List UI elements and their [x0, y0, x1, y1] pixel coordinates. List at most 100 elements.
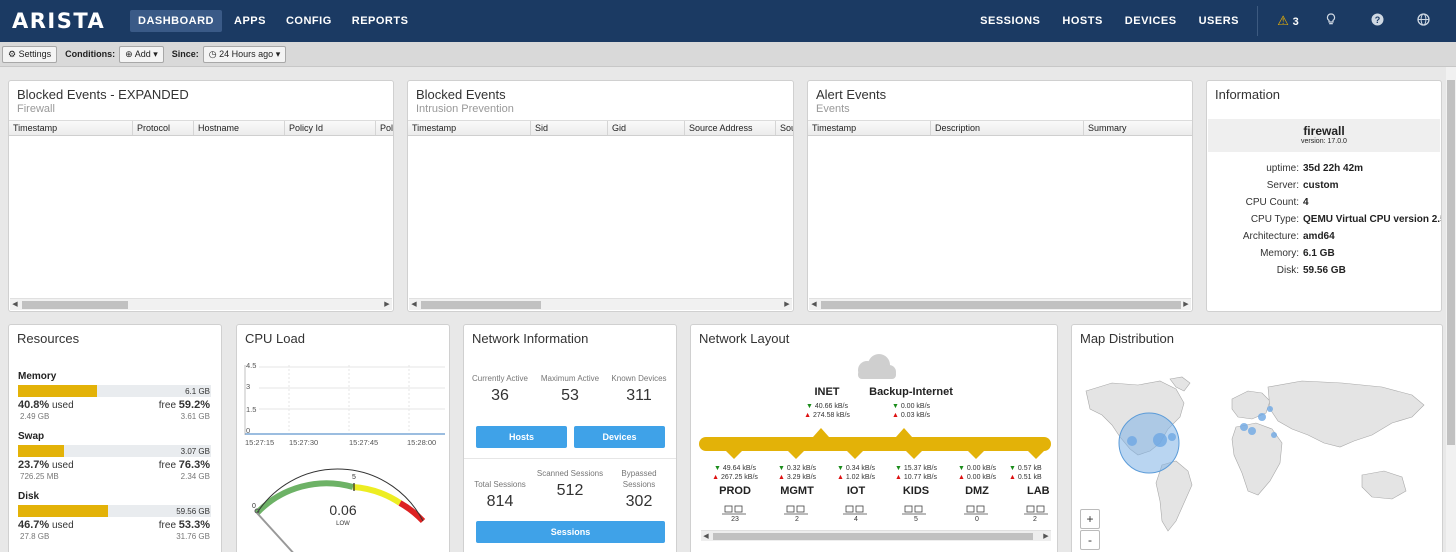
- info-value: 4: [1303, 197, 1309, 208]
- alert-count: 3: [1292, 16, 1299, 28]
- asia-shape: [1267, 380, 1425, 448]
- info-key: CPU Count:: [1245, 197, 1299, 208]
- horizontal-scrollbar[interactable]: ◀ ▶: [701, 530, 1051, 541]
- network-information-widget: Network Information Currently Active 36 …: [463, 324, 677, 552]
- column-header[interactable]: Pol: [376, 121, 393, 135]
- column-header[interactable]: Timestamp: [9, 121, 133, 135]
- location-marker[interactable]: [1267, 406, 1273, 412]
- caret-down-icon: ▾: [153, 48, 158, 59]
- nav-config[interactable]: CONFIG: [285, 15, 332, 27]
- wan-interface-inet[interactable]: INET ▼ 40.66 kB/s ▲ 274.58 kB/s: [801, 386, 853, 420]
- device-count: 5: [914, 516, 918, 523]
- scroll-right-icon[interactable]: ▶: [1043, 533, 1049, 540]
- widget-title: Network Layout: [699, 331, 790, 346]
- globe-icon[interactable]: [1400, 13, 1446, 29]
- lan-interface-dmz[interactable]: ▼ 0.00 kB/s ▲ 0.00 kB/s DMZ 0: [947, 464, 1007, 524]
- scroll-left-icon[interactable]: ◀: [411, 301, 417, 308]
- nav-hosts[interactable]: HOSTS: [1062, 15, 1103, 27]
- device-count: 2: [795, 516, 799, 523]
- swap-free: free 76.3%: [159, 459, 210, 471]
- rate-down-value: 40.66 kB/s: [814, 403, 848, 410]
- x-tick: 15:27:30: [289, 438, 318, 447]
- location-marker[interactable]: [1153, 433, 1167, 447]
- scroll-left-icon[interactable]: ◀: [12, 301, 18, 308]
- rate-up: ▲ 1.02 kB/s: [826, 473, 886, 482]
- sessions-button[interactable]: Sessions: [476, 521, 665, 543]
- scroll-right-icon[interactable]: ▶: [384, 301, 390, 308]
- stat-label: Total Sessions: [474, 480, 526, 489]
- column-header[interactable]: Gid: [608, 121, 685, 135]
- nav-users[interactable]: USERS: [1198, 15, 1239, 27]
- memory-total: 6.1 GB: [185, 387, 210, 396]
- column-header[interactable]: Policy Id: [285, 121, 376, 135]
- memory-used-abs: 2.49 GB: [20, 412, 50, 421]
- blocked-events-ips-widget: Blocked Events Intrusion Prevention Time…: [407, 80, 794, 312]
- free-percent: 53.3%: [178, 519, 210, 531]
- nav-sessions[interactable]: SESSIONS: [980, 15, 1041, 27]
- alerts-button[interactable]: ⚠ 3: [1268, 13, 1308, 29]
- column-header[interactable]: Protocol: [133, 121, 194, 135]
- horizontal-scrollbar[interactable]: ◀ ▶: [809, 298, 1191, 310]
- usage-fill: [18, 445, 64, 457]
- nav-devices[interactable]: DEVICES: [1124, 15, 1177, 27]
- scroll-right-icon[interactable]: ▶: [784, 301, 790, 308]
- scroll-left-icon[interactable]: ◀: [811, 301, 817, 308]
- scroll-thumb[interactable]: [421, 301, 541, 309]
- scroll-left-icon[interactable]: ◀: [703, 533, 709, 540]
- lightbulb-icon[interactable]: [1308, 13, 1354, 29]
- column-header[interactable]: Source Address: [685, 121, 776, 135]
- since-dropdown[interactable]: ◷ 24 Hours ago ▾: [202, 45, 287, 63]
- rate-down-value: 0.57 kB: [1017, 465, 1042, 472]
- devices-button[interactable]: Devices: [574, 426, 665, 448]
- nav-reports[interactable]: REPORTS: [351, 15, 409, 27]
- scroll-thumb[interactable]: [1447, 80, 1455, 445]
- information-widget: Information firewall version: 17.0.0 upt…: [1206, 80, 1442, 312]
- column-header[interactable]: Description: [931, 121, 1084, 135]
- column-header[interactable]: Hostname: [194, 121, 285, 135]
- location-marker[interactable]: [1248, 427, 1256, 435]
- zoom-in-button[interactable]: +: [1080, 509, 1100, 529]
- horizontal-scrollbar[interactable]: ◀ ▶: [409, 298, 792, 310]
- lan-interface-kids[interactable]: ▼ 15.37 kB/s ▲ 10.77 kB/s KIDS 5: [885, 464, 947, 524]
- scroll-right-icon[interactable]: ▶: [1183, 301, 1189, 308]
- column-header[interactable]: Sid: [531, 121, 608, 135]
- y-tick: 0: [246, 426, 250, 435]
- scroll-thumb[interactable]: [821, 301, 1181, 309]
- help-icon[interactable]: ?: [1354, 13, 1400, 29]
- bypassed-sessions-stat: Bypassed Sessions 302: [605, 468, 673, 511]
- usage-fill: [18, 505, 109, 517]
- total-sessions-stat: Total Sessions 814: [465, 468, 535, 511]
- lan-interface-prod[interactable]: ▼ 49.64 kB/s ▲ 267.25 kB/s PROD 23: [705, 464, 765, 524]
- rate-up-value: 0.03 kB/s: [900, 412, 931, 419]
- widget-title: Network Information: [472, 331, 589, 346]
- cpu-gauge: 0 5 0.06 LOW: [252, 468, 426, 552]
- arista-logo[interactable]: ARISTA: [12, 9, 106, 33]
- interface-name: INET: [814, 386, 840, 398]
- horizontal-scrollbar[interactable]: ◀ ▶: [10, 298, 392, 310]
- column-header[interactable]: Timestamp: [408, 121, 531, 135]
- arrow-down-icon: ▼: [806, 403, 813, 410]
- location-marker[interactable]: [1258, 413, 1266, 421]
- column-header[interactable]: Timestamp: [808, 121, 931, 135]
- zoom-out-button[interactable]: -: [1080, 530, 1100, 550]
- location-marker[interactable]: [1168, 433, 1176, 441]
- hosts-button[interactable]: Hosts: [476, 426, 567, 448]
- scroll-thumb[interactable]: [713, 533, 1033, 540]
- column-header[interactable]: Sou: [776, 121, 793, 135]
- location-marker[interactable]: [1127, 436, 1137, 446]
- lan-interface-mgmt[interactable]: ▼ 0.32 kB/s ▲ 3.29 kB/s MGMT 2: [767, 464, 827, 524]
- page-vertical-scrollbar[interactable]: [1446, 67, 1456, 552]
- settings-button[interactable]: ⚙ Settings: [2, 45, 58, 63]
- location-marker[interactable]: [1271, 432, 1277, 438]
- lan-interface-lab[interactable]: ▼ 0.57 kB ▲ 0.51 kB LAB 2: [1009, 464, 1057, 524]
- world-map[interactable]: [1072, 325, 1443, 552]
- nav-dashboard[interactable]: DASHBOARD: [130, 10, 222, 32]
- column-header[interactable]: Summary: [1088, 123, 1127, 133]
- scroll-thumb[interactable]: [22, 301, 128, 309]
- wan-interface-backup-internet[interactable]: Backup-Internet ▼ 0.00 kB/s ▲ 0.03 kB/s: [866, 386, 956, 420]
- location-marker[interactable]: [1118, 412, 1180, 474]
- add-condition-button[interactable]: ⊕ Add ▾: [119, 45, 164, 63]
- nav-apps[interactable]: APPS: [234, 15, 266, 27]
- lan-interface-iot[interactable]: ▼ 0.34 kB/s ▲ 1.02 kB/s IOT 4: [826, 464, 886, 524]
- location-marker[interactable]: [1240, 423, 1248, 431]
